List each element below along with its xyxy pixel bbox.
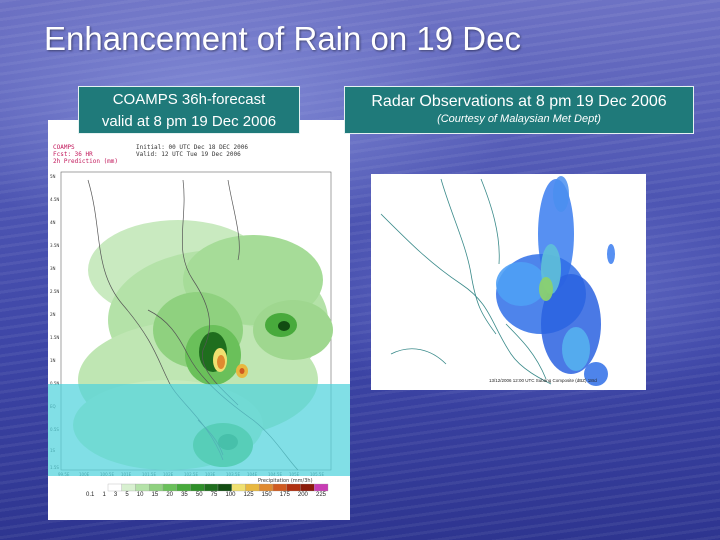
coastline (181, 179, 239, 406)
legend-value: 35 (181, 492, 188, 498)
radar-observation-map: 13/12/2006 12:00 UTC Subang Composite (d… (371, 174, 646, 390)
coastline (227, 179, 240, 261)
lat-tick: 4.5N (50, 197, 60, 202)
legend-value: 0.1 (86, 492, 95, 498)
legend-value: 5 (125, 492, 129, 498)
legend-swatch (286, 483, 301, 492)
rain-blob (278, 321, 290, 331)
coastline (380, 213, 552, 385)
legend-value: 75 (210, 492, 218, 498)
model-name: COAMPS (53, 144, 75, 151)
lat-tick: 1.5N (50, 335, 60, 340)
lat-tick: 1N (50, 358, 56, 363)
coastline (505, 323, 547, 380)
lat-tick: 3.5N (50, 243, 60, 248)
heavy-rain-core (239, 368, 245, 374)
highlight-overlay (48, 384, 350, 476)
radar-caption-line2: (Courtesy of Malaysian Met Dept) (437, 113, 601, 125)
radar-field (380, 176, 615, 386)
coamps-forecast-map: COAMPS Fcst: 36 HR 2h Prediction (mm) In… (48, 120, 350, 520)
lat-tick: 0.5N (50, 381, 59, 386)
lat-tick: 2.5N (50, 289, 60, 294)
legend-value: 200 (297, 492, 308, 498)
legend-swatch (162, 483, 177, 492)
prediction-label: 2h Prediction (mm) (53, 158, 119, 165)
initial-time: Initial: 00 UTC Dec 18 DEC 2006 (136, 144, 248, 151)
legend-values: 0.1 1 3 5 10 15 20 35 50 75 100 125 150 175 200 225 (86, 492, 326, 498)
model-caption: COAMPS 36h-forecast valid at 8 pm 19 Dec… (78, 86, 300, 134)
model-caption-line2: valid at 8 pm 19 Dec 2006 (101, 113, 277, 130)
legend-swatch (300, 483, 315, 492)
lat-tick: 2N (50, 312, 56, 317)
lat-tick: 3N (50, 266, 56, 271)
model-caption-line1: COAMPS 36h-forecast (112, 91, 266, 108)
legend-value: 150 (261, 492, 272, 498)
coastline (480, 178, 500, 265)
coastline (390, 348, 447, 365)
legend-swatch (204, 483, 219, 492)
radar-echo (607, 244, 615, 264)
legend-value: 20 (166, 492, 173, 498)
legend-swatch (231, 483, 246, 492)
legend-swatch (314, 483, 329, 492)
legend-swatch (245, 483, 260, 492)
legend-value: 1 (102, 492, 106, 498)
radar-caption-line1: Radar Observations at 8 pm 19 Dec 2006 (371, 93, 667, 110)
legend-value: 3 (113, 492, 118, 498)
legend-value: 50 (195, 492, 203, 498)
precip-legend (107, 483, 329, 492)
radar-echo (562, 327, 590, 371)
valid-time: Valid: 12 UTC Tue 19 Dec 2006 (136, 151, 241, 158)
legend-value: 10 (136, 492, 144, 498)
heavy-rain-core (217, 355, 225, 369)
model-header-right: Initial: 00 UTC Dec 18 DEC 2006 Valid: 1… (136, 144, 248, 158)
legend-swatch (217, 483, 232, 492)
radar-footer: 13/12/2006 12:00 UTC Subang Composite (d… (489, 378, 597, 383)
legend-value: 225 (315, 492, 326, 498)
radar-echo (496, 262, 546, 306)
slide-title: Enhancement of Rain on 19 Dec (44, 20, 521, 57)
legend-value: 100 (225, 492, 236, 498)
radar-caption: Radar Observations at 8 pm 19 Dec 2006 (… (344, 86, 694, 134)
legend-swatch (259, 483, 274, 492)
coastline (440, 178, 497, 335)
legend-swatch (107, 483, 122, 492)
radar-echo (553, 176, 569, 212)
legend-value: 15 (151, 492, 159, 498)
radar-echo (584, 362, 608, 386)
legend-swatch (121, 483, 136, 492)
legend-swatch (135, 483, 150, 492)
lat-tick: 5N (50, 174, 56, 179)
legend-swatch (190, 483, 205, 492)
legend-swatch (149, 483, 164, 492)
lat-tick: 4N (50, 220, 56, 225)
radar-echo (539, 277, 553, 301)
legend-swatch (272, 483, 287, 492)
legend-value: 175 (279, 492, 290, 498)
legend-axis-label: Precipitation (mm/3h) (258, 478, 313, 484)
legend-value: 125 (243, 492, 254, 498)
forecast-hour: Fcst: 36 HR (53, 151, 93, 158)
model-header-left: COAMPS Fcst: 36 HR 2h Prediction (mm) (53, 144, 118, 165)
legend-swatch (176, 483, 191, 492)
